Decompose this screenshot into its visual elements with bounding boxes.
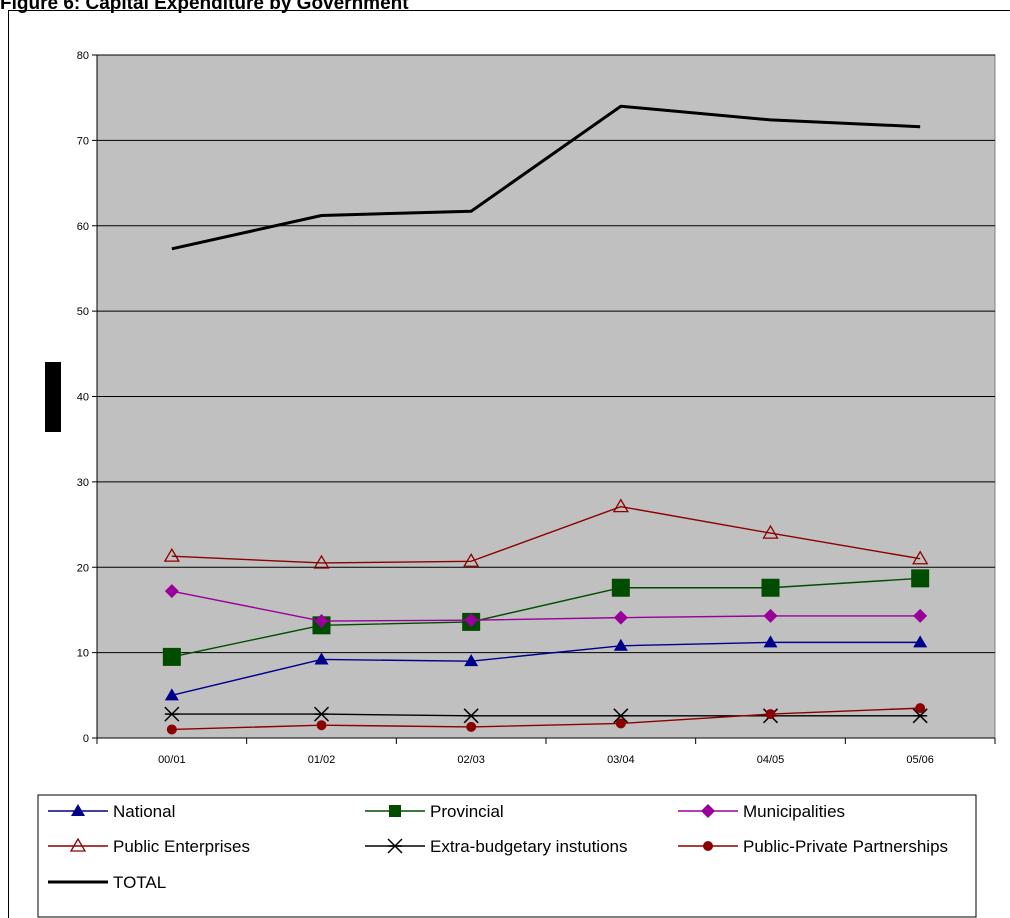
legend-label: Municipalities xyxy=(743,802,845,821)
y-tick-label: 50 xyxy=(77,306,89,318)
data-point xyxy=(763,608,778,623)
data-point xyxy=(316,720,327,731)
legend-marker xyxy=(703,841,713,851)
y-tick-label: 40 xyxy=(77,392,89,404)
data-point xyxy=(762,524,779,539)
x-tick-label: 00/01 xyxy=(158,754,186,766)
y-tick-label: 80 xyxy=(77,50,89,62)
x-tick-label: 01/02 xyxy=(308,754,336,766)
legend-label: TOTAL xyxy=(113,873,166,892)
data-point xyxy=(611,578,630,597)
data-point xyxy=(613,638,628,651)
data-point xyxy=(314,614,329,629)
data-point xyxy=(763,635,778,648)
data-point xyxy=(314,652,329,665)
legend-label: Public-Private Partnerships xyxy=(743,837,948,856)
data-point xyxy=(162,647,181,666)
legend-marker xyxy=(69,837,87,852)
series-line xyxy=(171,590,921,622)
y-tick-label: 20 xyxy=(77,562,89,574)
series-line xyxy=(171,641,921,696)
y-tick-label: 70 xyxy=(77,135,89,147)
data-point xyxy=(761,578,780,597)
data-point xyxy=(464,613,479,628)
x-tick-label: 04/05 xyxy=(757,754,785,766)
x-tick-label: 05/06 xyxy=(906,754,934,766)
data-point xyxy=(464,654,479,667)
x-tick-label: 02/03 xyxy=(457,754,485,766)
data-point xyxy=(915,703,926,714)
legend-marker xyxy=(387,838,403,854)
data-point xyxy=(912,708,928,724)
legend-label: Provincial xyxy=(430,802,504,821)
chart-frame xyxy=(8,10,1010,918)
series-line xyxy=(171,707,921,731)
axis-title-placeholder xyxy=(45,362,61,432)
data-point xyxy=(913,635,928,648)
data-point xyxy=(912,550,929,565)
data-point xyxy=(463,552,480,567)
data-point xyxy=(913,608,928,623)
x-tick-label: 03/04 xyxy=(607,754,635,766)
data-point xyxy=(164,688,179,701)
legend xyxy=(37,794,977,918)
series-line xyxy=(171,104,921,251)
series-line xyxy=(171,577,921,658)
data-point xyxy=(313,706,330,722)
y-tick-label: 10 xyxy=(77,648,89,660)
legend-marker xyxy=(71,804,85,816)
data-point xyxy=(164,706,180,722)
data-point xyxy=(615,718,626,729)
legend-label: Public Enterprises xyxy=(113,837,250,856)
legend-marker xyxy=(701,804,715,818)
series-line xyxy=(171,505,921,564)
series-line xyxy=(171,713,921,717)
y-tick-label: 30 xyxy=(77,477,89,489)
legend-label: National xyxy=(113,802,175,821)
data-point xyxy=(163,547,180,562)
y-tick-label: 0 xyxy=(83,733,89,745)
data-point xyxy=(466,721,477,732)
data-point xyxy=(765,709,776,720)
y-tick-label: 60 xyxy=(77,221,89,233)
data-point xyxy=(313,554,330,569)
legend-label: Extra-budgetary instutions xyxy=(430,837,628,856)
legend-marker xyxy=(389,805,401,817)
data-point xyxy=(613,708,629,724)
data-point xyxy=(613,610,628,625)
data-point xyxy=(911,569,930,588)
data-point xyxy=(164,584,179,599)
data-point xyxy=(463,708,479,724)
data-point xyxy=(166,724,177,735)
data-point xyxy=(612,498,629,513)
